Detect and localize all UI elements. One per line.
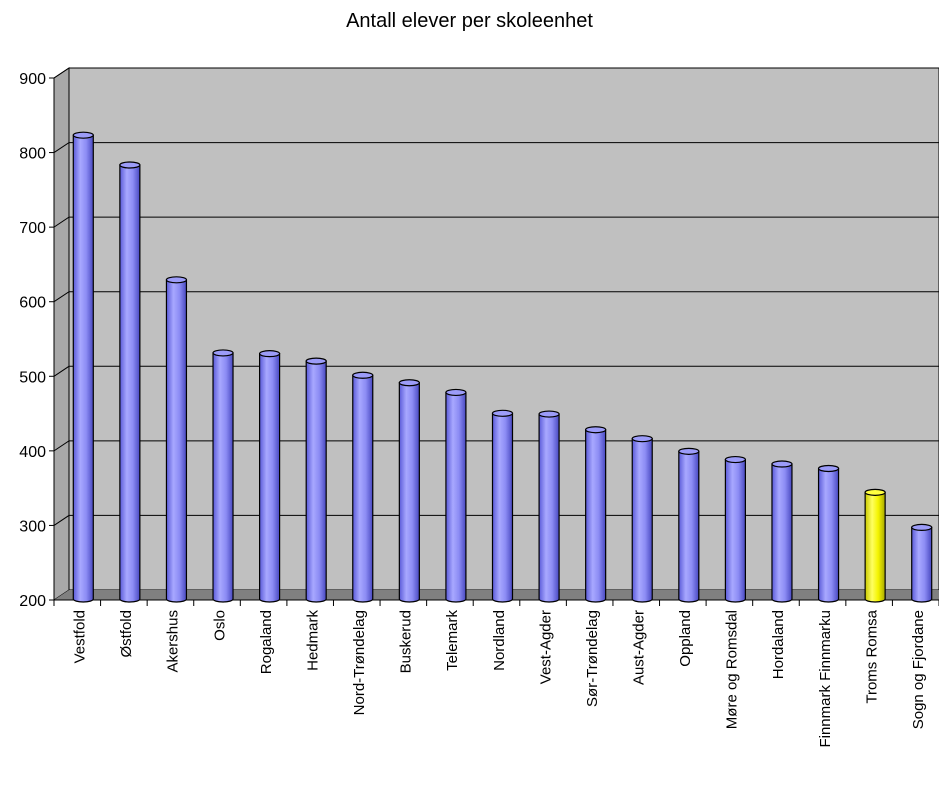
bar-cap [911,523,933,532]
y-tick-label: 800 [19,146,46,163]
x-tick-label: Akershus [165,610,182,673]
bar [491,412,514,603]
bar [911,526,933,603]
bar [259,353,281,603]
bar [585,429,607,603]
chart-title: Antall elever per skoleenhet [346,10,593,32]
bar [864,491,886,603]
bar [352,374,374,603]
bar-cap [631,435,653,443]
x-tick-label: Rogaland [258,610,275,674]
y-tick-label: 900 [19,71,46,88]
bar-cap [491,409,514,417]
bar [538,413,560,603]
x-tick-label: Hedmark [304,610,321,671]
bar-cap [817,464,840,473]
bar [165,279,188,603]
bar-cap [771,460,793,468]
x-tick-label: Sogn og Fjordane [910,610,927,729]
y-tick-label: 300 [19,518,46,535]
x-tick-label: Nord-Trøndelag [351,610,368,715]
bar [631,438,653,603]
y-tick-label: 700 [19,220,46,237]
gridline [53,365,939,377]
bar-cap [305,357,327,365]
x-tick-label: Buskerud [398,610,415,673]
bar [212,352,234,603]
y-tick-label: 500 [19,369,46,386]
bar-cap [119,161,141,169]
bar-cap [585,426,607,434]
x-tick-label: Vest-Agder [537,610,554,684]
bar [817,467,840,603]
bar [771,463,793,603]
y-tick-label: 200 [19,593,46,610]
x-tick-label: Telemark [444,610,461,671]
bar [678,450,700,603]
bar-cap [538,410,560,418]
x-tick-label: Finnmark Finnmarku [817,610,834,748]
bar-cap [724,455,746,464]
bar [305,360,327,603]
gridline [53,216,939,228]
x-tick-label: Møre og Romsdal [724,610,741,729]
gridline [53,67,939,79]
bar [445,391,467,603]
x-tick-label: Aust-Agder [630,610,647,685]
bar [724,458,746,603]
gridline [53,142,939,153]
x-tick-label: Nordland [491,610,508,671]
gridline [53,291,939,303]
bar [398,382,420,603]
x-tick-label: Oppland [677,610,694,667]
x-tick-label: Østfold [118,610,135,658]
x-tick-label: Hordaland [770,610,787,679]
bar-cap [259,350,281,358]
bar-cap [445,388,467,397]
bar [72,134,94,603]
bar-cap [212,349,234,357]
x-tick-label: Troms Romsa [863,609,880,703]
y-tick-label: 400 [19,444,46,461]
x-tick-label: Sør-Trøndelag [584,610,601,707]
bar-cap [678,447,700,455]
y-tick-label: 600 [19,295,46,312]
bar-cap [165,276,188,284]
bar [119,164,141,603]
bar-cap [398,379,420,387]
x-tick-label: Oslo [211,610,228,641]
bar-cap [352,371,374,379]
bar-cap [72,131,94,139]
bar-cap [864,488,886,496]
x-tick-label: Vestfold [72,610,89,663]
